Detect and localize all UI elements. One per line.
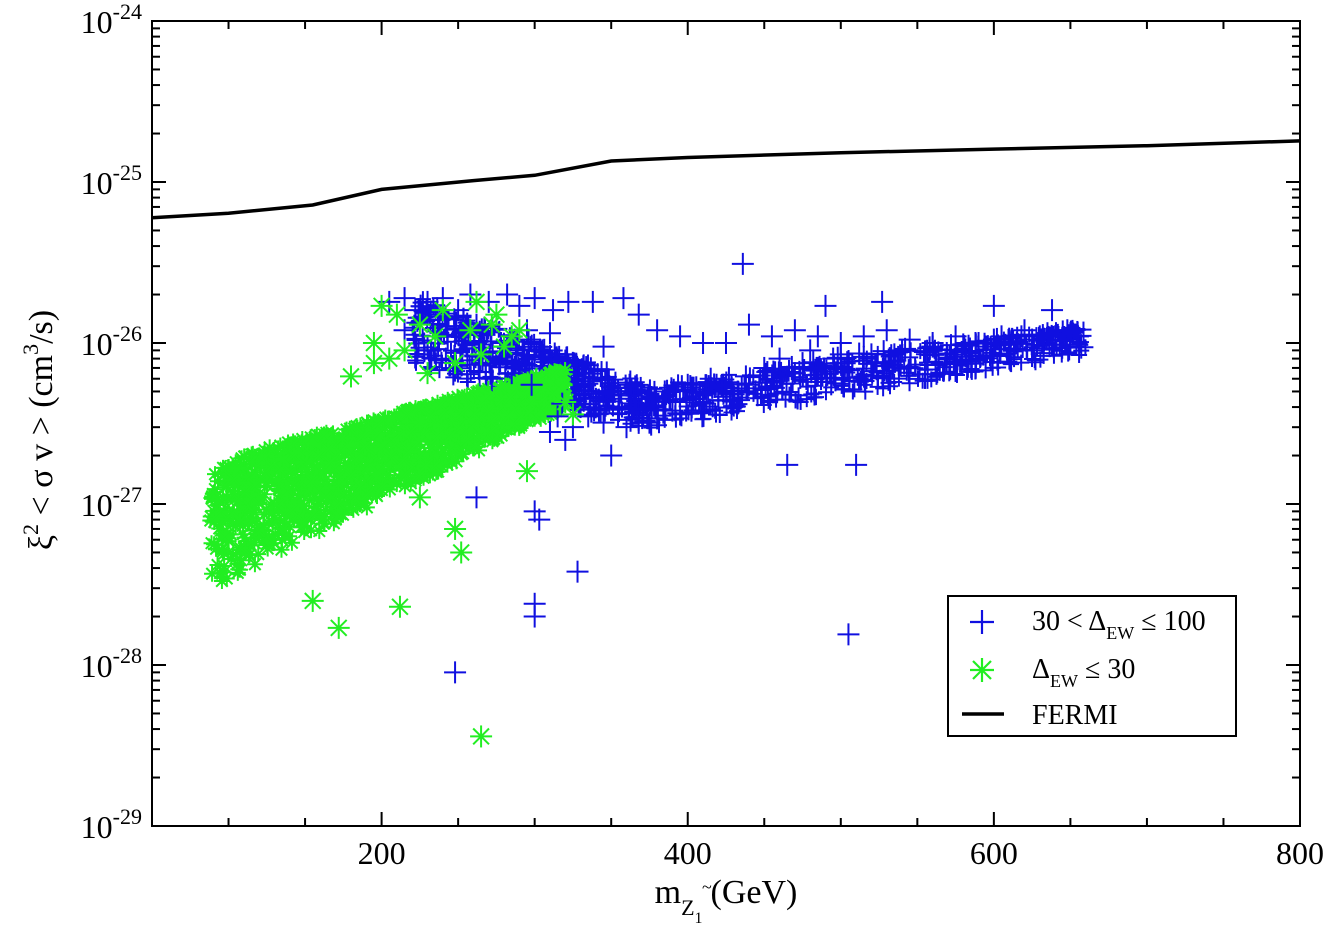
band-0-point: [580, 382, 597, 399]
band-0-point: [568, 370, 585, 387]
band-0-point: [634, 413, 651, 430]
band-0-point: [627, 378, 644, 395]
band-1-point: [900, 367, 917, 384]
band-1-point: [928, 368, 945, 385]
band-0-point: [448, 311, 465, 328]
band-1-point: [834, 375, 851, 392]
band-1-point: [853, 368, 870, 385]
band-0-point: [420, 303, 437, 320]
band-1-point: [799, 378, 816, 395]
band-1-point: [1003, 356, 1020, 373]
band-1-point: [867, 354, 884, 371]
band-1-point: [1045, 341, 1062, 358]
band-1-point: [883, 344, 900, 361]
band-1-point: [747, 380, 764, 397]
band-0-point: [407, 331, 424, 348]
band-0-point: [408, 354, 425, 371]
band-0-point: [516, 355, 533, 372]
band-1-point: [1024, 351, 1041, 368]
band-1-point: [967, 362, 984, 379]
band-1-point: [716, 376, 733, 393]
band-0-point: [450, 325, 467, 342]
band-1-point: [930, 355, 947, 372]
band-1-point: [1073, 342, 1090, 359]
band-1-point: [963, 347, 980, 364]
band-1-point: [771, 368, 788, 385]
band-1-point: [874, 369, 891, 386]
band-1-point: [762, 381, 779, 398]
band-0-point: [481, 357, 498, 374]
band-0-point: [515, 347, 532, 364]
band-1-point: [1060, 345, 1077, 362]
band-1-point: [696, 403, 713, 420]
band-1-point: [972, 350, 989, 367]
band-0-point: [622, 415, 639, 432]
band-0-point: [532, 351, 549, 368]
band-1-point: [927, 353, 944, 370]
band-0-point: [578, 356, 595, 373]
band-1-point: [919, 361, 936, 378]
band-1-point: [656, 411, 673, 428]
band-1-point: [659, 379, 676, 396]
band-0-point: [431, 308, 448, 325]
band-1-point: [739, 384, 756, 401]
band-1-point: [1071, 346, 1088, 363]
band-0-point: [577, 379, 594, 396]
band-1-point: [777, 391, 794, 408]
band-1-point: [766, 378, 783, 395]
band-1-point: [806, 389, 823, 406]
band-0-point: [431, 362, 448, 379]
band-0-point: [422, 339, 439, 356]
band-1-point: [990, 359, 1007, 376]
band-1-point: [1035, 347, 1052, 364]
band-0-point: [583, 406, 600, 423]
dense-point-clouds: [202, 291, 1094, 589]
band-0-point: [422, 360, 439, 377]
band-1-point: [953, 357, 970, 374]
band-1-point: [729, 398, 746, 415]
band-1-point: [836, 363, 853, 380]
band-0-point: [475, 327, 492, 344]
band-0-point: [459, 374, 476, 391]
band-0-point: [606, 379, 623, 396]
band-1-point: [1048, 339, 1065, 356]
band-1-point: [889, 353, 906, 370]
band-0-point: [581, 369, 598, 386]
band-1-point: [803, 386, 820, 403]
band-1-point: [852, 370, 869, 387]
band-0-point: [600, 368, 617, 385]
band-0-point: [491, 351, 508, 368]
band-0-point: [430, 335, 447, 352]
band-1-point: [753, 388, 770, 405]
band-1-point: [881, 359, 898, 376]
band-1-point: [778, 375, 795, 392]
band-1-point: [945, 348, 962, 365]
band-0-point: [536, 338, 553, 355]
band-1-point: [963, 361, 980, 378]
band-1-point: [935, 364, 952, 381]
band-1-point: [769, 385, 786, 402]
band-1-point: [670, 374, 687, 391]
